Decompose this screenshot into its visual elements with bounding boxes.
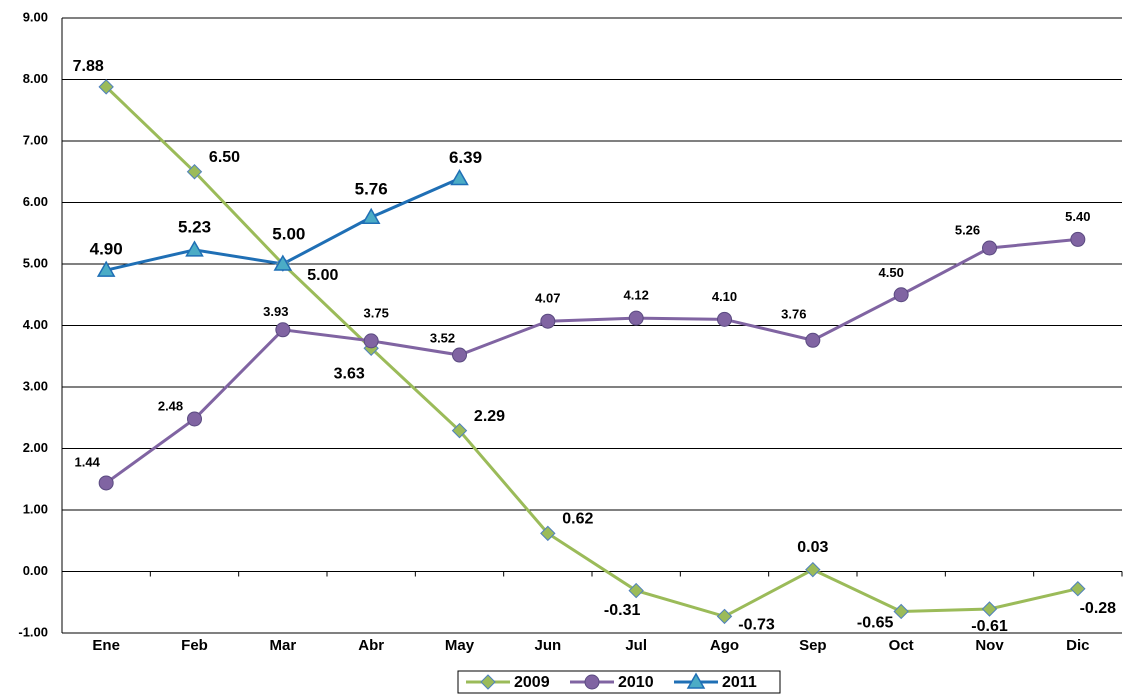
data-label: 4.50	[879, 265, 904, 280]
data-point	[452, 347, 467, 363]
legend-label: 2010	[618, 674, 654, 691]
data-point	[275, 322, 291, 338]
data-label: 5.23	[178, 217, 211, 236]
x-tick-label: Dic	[1066, 637, 1089, 654]
data-point	[186, 164, 203, 180]
y-tick-label: 8.00	[23, 71, 48, 86]
y-tick-label: 2.00	[23, 440, 48, 455]
data-point	[98, 475, 114, 491]
data-point	[893, 603, 909, 620]
data-label: 3.76	[781, 307, 806, 322]
x-tick-label: May	[445, 637, 475, 654]
data-point	[1070, 581, 1086, 597]
data-label: 3.75	[364, 305, 389, 320]
data-point	[361, 207, 381, 225]
data-label: 5.00	[272, 224, 305, 243]
data-point	[450, 169, 469, 186]
y-tick-label: 0.00	[23, 563, 48, 578]
data-label: -0.61	[971, 618, 1008, 635]
data-label: -0.65	[857, 615, 894, 632]
x-tick-label: Ene	[92, 637, 120, 654]
data-label: -0.28	[1080, 600, 1117, 617]
series-line	[105, 85, 1079, 619]
data-label: 2.29	[474, 408, 505, 425]
legend-label: 2011	[722, 674, 757, 691]
x-tick-label: Ago	[710, 637, 739, 654]
data-point	[893, 287, 909, 303]
data-label: 0.03	[797, 539, 828, 556]
data-label: -0.73	[738, 617, 775, 634]
data-point	[717, 311, 732, 327]
data-label: 4.12	[624, 288, 649, 303]
data-point	[273, 254, 293, 271]
data-label: 1.44	[75, 454, 101, 469]
data-point	[1070, 231, 1086, 247]
y-tick-label: 1.00	[23, 501, 48, 516]
data-point	[363, 333, 379, 349]
legend-label: 2009	[514, 674, 550, 691]
data-point	[451, 422, 468, 439]
data-point	[98, 79, 114, 95]
data-point	[187, 411, 202, 427]
data-point	[185, 240, 204, 257]
series-line	[105, 237, 1078, 485]
data-point	[805, 561, 821, 578]
x-tick-label: Mar	[269, 637, 296, 654]
data-label: 4.90	[90, 240, 123, 259]
y-tick-label: 5.00	[23, 255, 48, 270]
data-label: 6.50	[209, 149, 240, 166]
data-label: 3.52	[430, 330, 455, 345]
legend-marker	[480, 674, 496, 690]
data-point	[981, 601, 998, 617]
data-label: 7.88	[73, 58, 104, 75]
legend: 2009 2010 2011	[457, 670, 781, 694]
x-tick-label: Nov	[975, 637, 1004, 654]
x-tick-label: Jul	[625, 637, 647, 654]
y-tick-label: 3.00	[23, 378, 48, 393]
data-point	[540, 313, 556, 329]
data-label: 6.39	[449, 148, 482, 167]
x-tick-label: Abr	[358, 637, 384, 654]
y-tick-label: 7.00	[23, 132, 48, 147]
data-label: 3.93	[263, 304, 288, 319]
y-tick-label: 9.00	[23, 9, 48, 24]
data-label: 0.62	[562, 511, 593, 528]
y-tick-label: 4.00	[23, 317, 48, 332]
legend-marker	[686, 672, 706, 689]
data-point	[982, 240, 997, 256]
data-label: -0.31	[604, 602, 641, 619]
x-tick-label: Oct	[889, 637, 914, 654]
x-tick-label: Sep	[799, 637, 827, 654]
legend-marker	[584, 674, 600, 690]
data-point	[628, 310, 644, 326]
data-point	[628, 582, 644, 599]
x-tick-label: Feb	[181, 637, 208, 654]
x-tick-label: Jun	[534, 637, 561, 654]
data-label: 5.26	[955, 222, 980, 237]
data-label: 5.40	[1065, 209, 1090, 224]
y-tick-label: -1.00	[18, 624, 48, 639]
y-tick-label: 6.00	[23, 194, 48, 209]
data-label: 3.63	[334, 365, 365, 382]
data-point	[96, 260, 116, 277]
data-label: 2.48	[158, 398, 183, 413]
data-point	[716, 608, 733, 625]
data-label: 5.76	[355, 180, 388, 199]
data-point	[540, 525, 556, 542]
data-label: 5.00	[307, 267, 338, 284]
data-point	[805, 332, 821, 348]
data-label: 4.10	[712, 289, 737, 304]
data-label: 4.07	[535, 291, 560, 306]
